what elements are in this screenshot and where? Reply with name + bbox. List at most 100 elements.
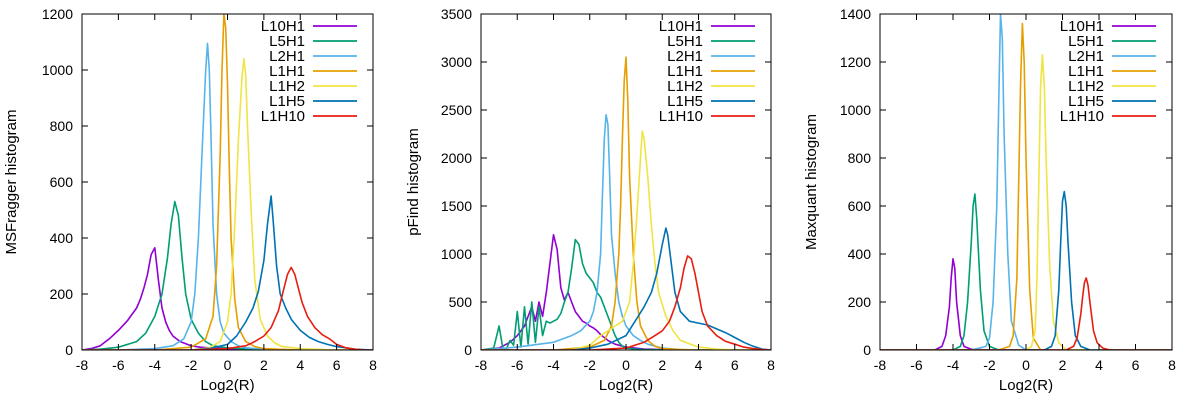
y-tick-label: 1200	[42, 6, 73, 22]
series-line-l1h5	[481, 227, 771, 350]
x-tick-label: -2	[983, 357, 996, 373]
y-tick-label: 2000	[441, 150, 472, 166]
legend-label: L2H1	[1068, 48, 1104, 65]
series-line-l1h5	[880, 190, 1172, 350]
legend-label: L1H5	[269, 93, 305, 110]
x-axis-label: Log2(R)	[200, 377, 254, 394]
chart-panel-1: -8 -6 -4 -2 0 2 4 6 8 0 200 400 600 800 1000 1200 Log2(R…	[3, 6, 377, 394]
chart-panel-3: -8 -6 -4 -2 0 2 4 6 8 0 200 400 600 800 1000 1200 1400 Lo…	[803, 6, 1176, 394]
legend-label: L1H5	[1068, 93, 1104, 110]
legend-label: L5H1	[1068, 33, 1104, 50]
y-tick-label: 1000	[840, 102, 871, 118]
series-line-l5h1	[481, 238, 771, 350]
y-tick-label: 2500	[441, 102, 472, 118]
legend-label: L10H1	[1060, 18, 1104, 35]
x-tick-label: 8	[1168, 357, 1176, 373]
x-tick-label: 6	[333, 357, 341, 373]
x-tick-label: -2	[584, 357, 597, 373]
series-line-l5h1	[880, 193, 1172, 350]
x-tick-label: 0	[1022, 357, 1030, 373]
y-tick-label: 0	[464, 342, 472, 358]
x-tick-label: 2	[1059, 357, 1067, 373]
x-tick-label: 8	[369, 357, 377, 373]
series-line-l1h10	[481, 255, 771, 350]
y-tick-label: 400	[50, 230, 74, 246]
x-tick-label: 4	[1095, 357, 1103, 373]
legend-label: L1H10	[261, 108, 305, 125]
x-tick-label: 2	[260, 357, 268, 373]
y-tick-label: 3500	[441, 6, 472, 22]
legend-label: L1H1	[667, 63, 703, 80]
series-line-l1h5	[82, 195, 373, 350]
series-group	[481, 56, 771, 350]
series-line-l5h1	[82, 200, 373, 350]
series-line-l1h1	[481, 56, 771, 350]
y-tick-label: 1200	[840, 54, 871, 70]
x-tick-label: 6	[1132, 357, 1140, 373]
legend-label: L1H5	[667, 93, 703, 110]
x-tick-label: -8	[76, 357, 89, 373]
y-tick-label: 400	[848, 246, 872, 262]
y-tick-label: 800	[848, 150, 872, 166]
legend-label: L5H1	[667, 33, 703, 50]
x-tick-label: 8	[767, 357, 775, 373]
x-axis-label: Log2(R)	[599, 377, 653, 394]
x-tick-label: 6	[731, 357, 739, 373]
legend-label: L1H10	[659, 108, 703, 125]
y-tick-label: 800	[50, 118, 74, 134]
legend-label: L1H1	[1068, 63, 1104, 80]
series-group	[880, 14, 1172, 350]
legend-label: L2H1	[667, 48, 703, 65]
y-tick-label: 1000	[441, 246, 472, 262]
series-line-l2h1	[880, 14, 1172, 350]
x-tick-label: -6	[112, 357, 125, 373]
x-tick-label: -6	[511, 357, 524, 373]
x-tick-label: -6	[910, 357, 923, 373]
chart-panel-2: -8 -6 -4 -2 0 2 4 6 8 0 500 1000 1500 2000 2500 3000 350…	[405, 6, 775, 394]
y-tick-label: 600	[848, 198, 872, 214]
legend-label: L10H1	[659, 18, 703, 35]
y-tick-label: 1000	[42, 62, 73, 78]
x-tick-label: 2	[658, 357, 666, 373]
series-line-l1h1	[880, 22, 1172, 350]
y-tick-label: 1400	[840, 6, 871, 22]
x-tick-label: -4	[947, 357, 960, 373]
x-tick-label: -2	[185, 357, 198, 373]
x-tick-label: 4	[296, 357, 304, 373]
y-axis-label: pFind histogram	[405, 128, 422, 236]
y-tick-label: 600	[50, 174, 74, 190]
series-group	[82, 14, 373, 350]
x-tick-label: 4	[695, 357, 703, 373]
legend-label: L2H1	[269, 48, 305, 65]
series-line-l10h1	[880, 258, 1172, 350]
series-line-l1h10	[880, 277, 1172, 350]
x-axis-label: Log2(R)	[999, 377, 1053, 394]
y-tick-label: 200	[848, 294, 872, 310]
x-tick-label: -4	[547, 357, 560, 373]
legend-label: L1H2	[667, 78, 703, 95]
series-line-l1h10	[82, 266, 373, 350]
y-tick-label: 0	[863, 342, 871, 358]
x-tick-label: 0	[224, 357, 232, 373]
x-tick-label: -8	[874, 357, 887, 373]
legend-label: L1H1	[269, 63, 305, 80]
series-line-l10h1	[82, 247, 373, 350]
y-tick-label: 3000	[441, 54, 472, 70]
y-tick-label: 1500	[441, 198, 472, 214]
series-line-l10h1	[481, 234, 771, 350]
legend-label: L5H1	[269, 33, 305, 50]
legend-label: L10H1	[261, 18, 305, 35]
series-line-l1h2	[82, 58, 373, 350]
series-line-l1h1	[82, 14, 373, 350]
y-axis-label: MSFragger histogram	[3, 109, 20, 254]
y-axis-label: Maxquant histogram	[803, 114, 820, 250]
y-tick-label: 200	[50, 286, 74, 302]
series-line-l1h2	[481, 130, 771, 350]
x-tick-label: 0	[622, 357, 630, 373]
x-tick-label: -4	[149, 357, 162, 373]
y-tick-label: 0	[65, 342, 73, 358]
